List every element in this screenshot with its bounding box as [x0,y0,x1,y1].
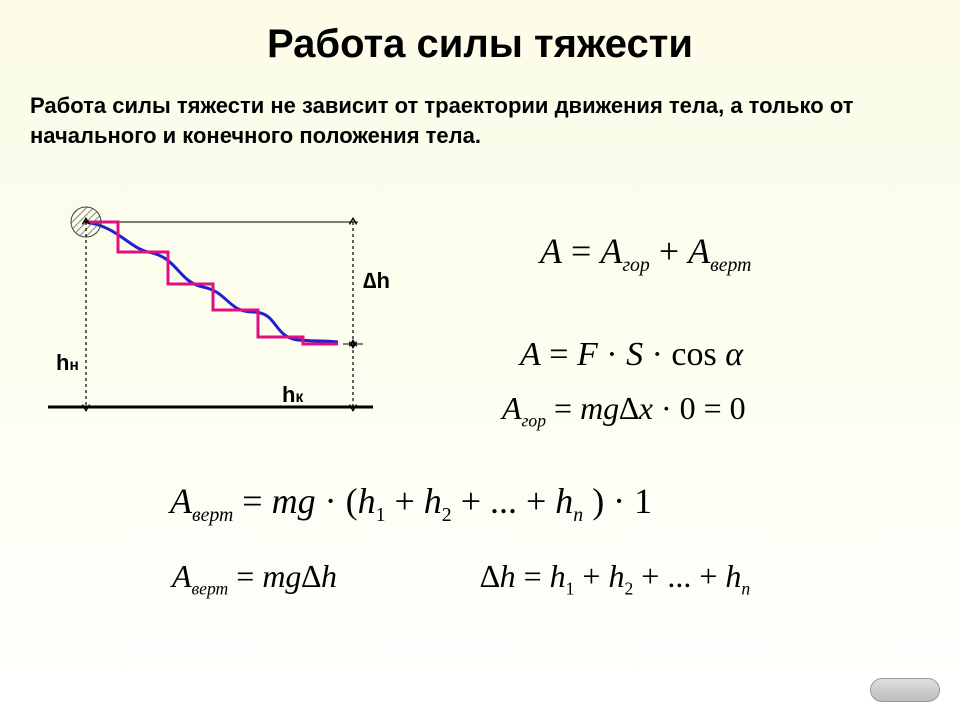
subtitle-text: Работа силы тяжести не зависит от траект… [0,67,960,150]
label-delta-h: ∆h [363,268,390,294]
label-h-initial: hн [56,350,79,376]
trajectory-diagram [28,202,408,432]
equation-delta-h: ∆h = h1 + h2 + ... + hn [480,558,750,599]
next-button[interactable] [870,678,940,702]
equation-work: A = F · S · cos α [520,336,743,374]
equation-vertical-result: Aверт = mg∆h [172,558,337,599]
equation-sum: A = Aгор + Aверт [540,230,751,277]
equation-vertical-sum: Aверт = mg · (h1 + h2 + ... + hn ) · 1 [170,480,652,527]
label-h-final: hк [282,382,303,408]
page-title: Работа силы тяжести [0,0,960,67]
equation-horizontal: Aгор = mg∆x · 0 = 0 [502,390,746,431]
